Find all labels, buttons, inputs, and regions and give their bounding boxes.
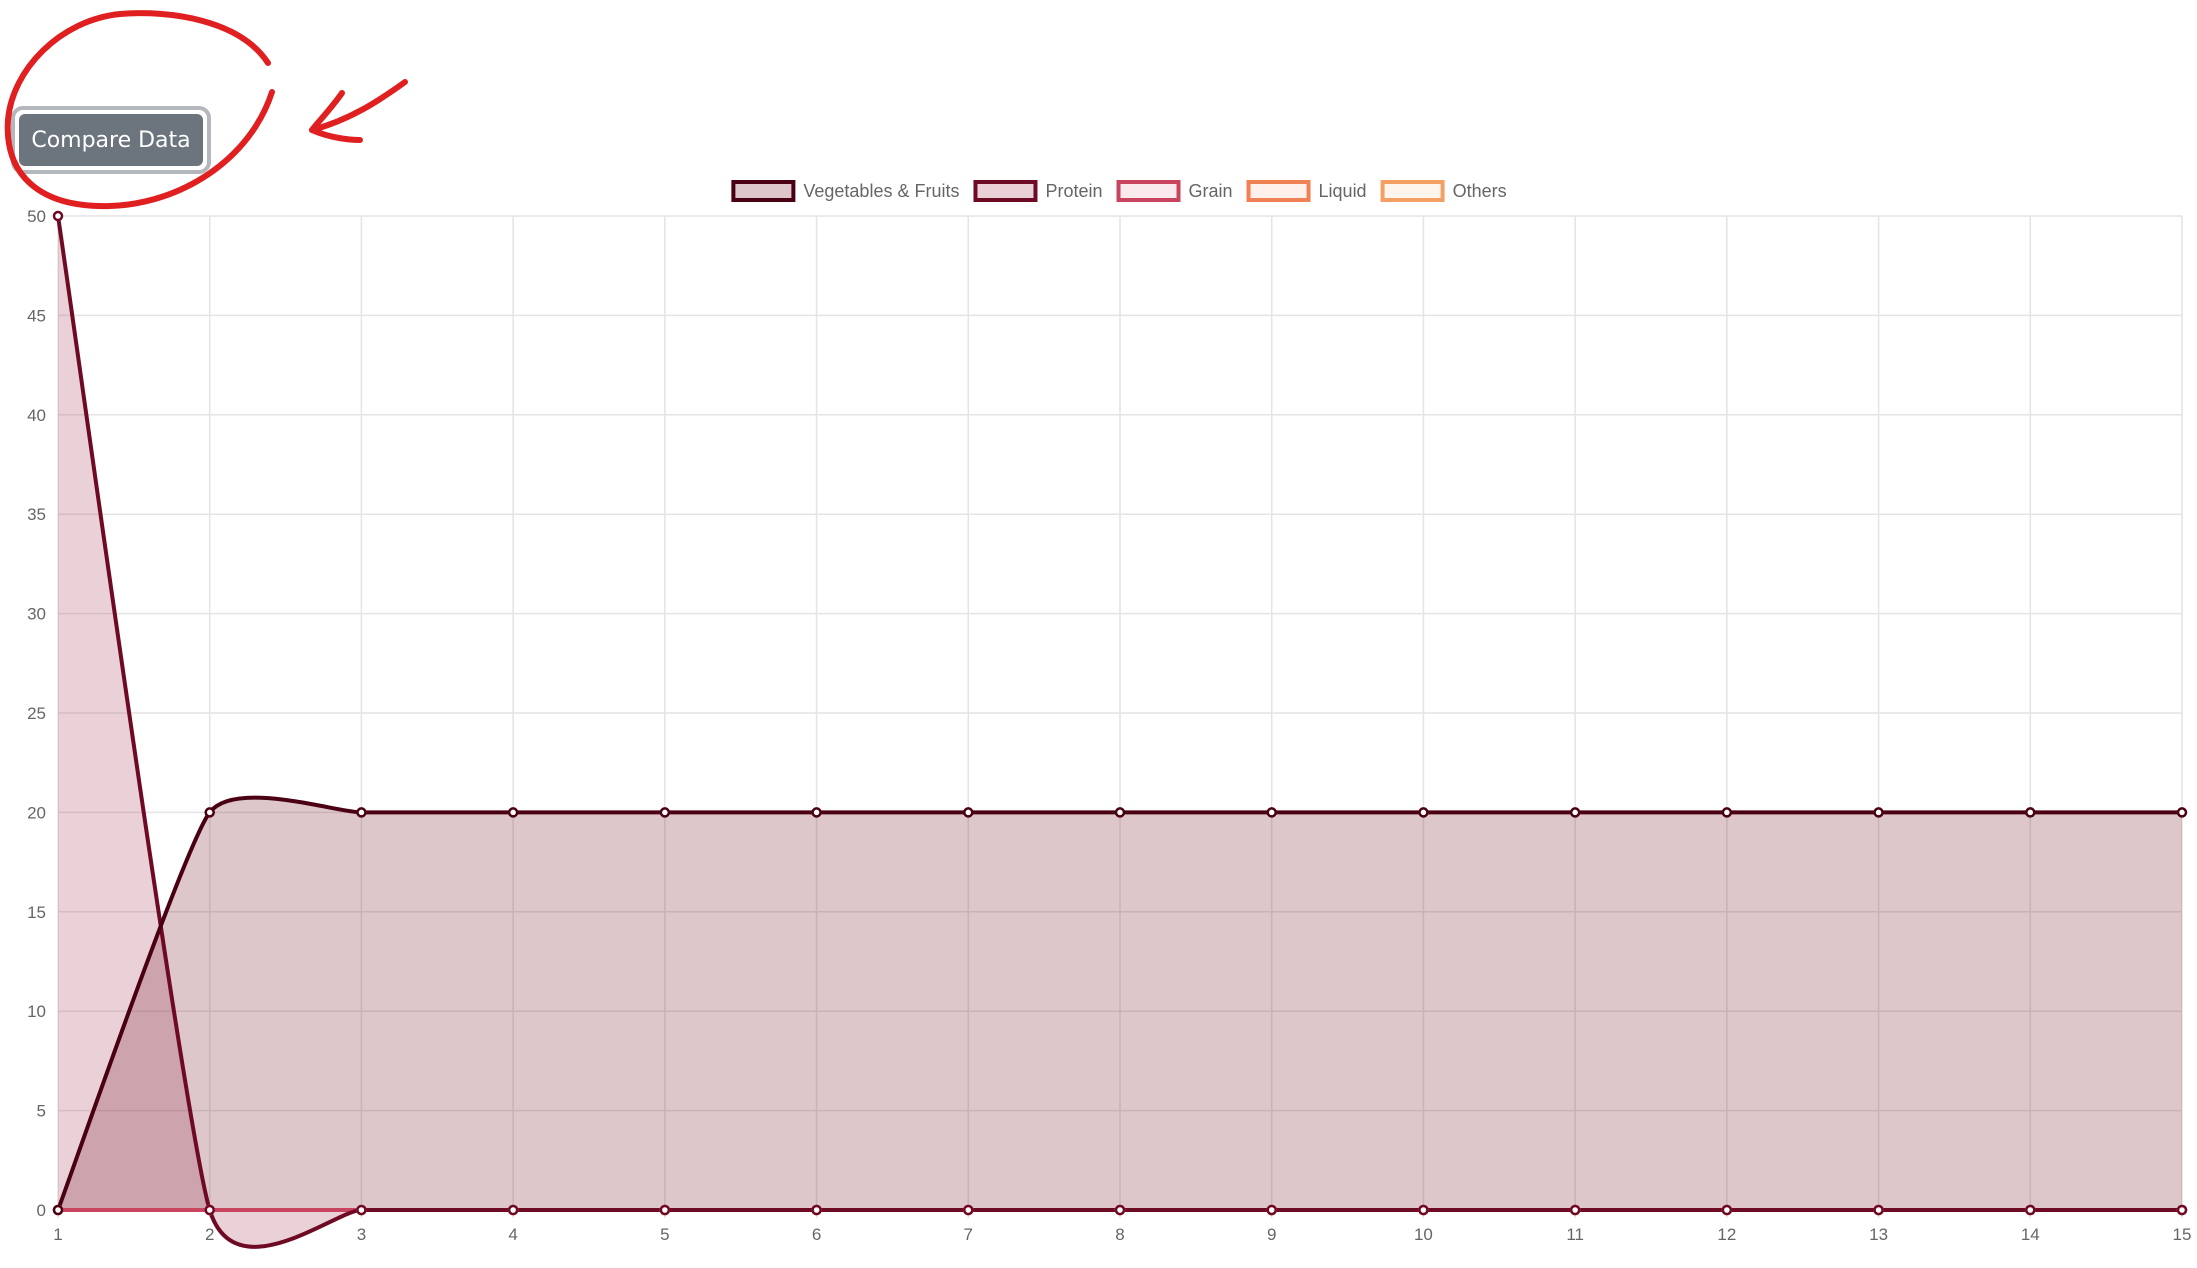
x-tick-label: 15 (2173, 1225, 2192, 1244)
y-tick-label: 5 (37, 1102, 46, 1121)
y-tick-label: 40 (27, 406, 46, 425)
y-tick-label: 0 (37, 1201, 46, 1220)
point-vegetables-fruits (1569, 807, 1581, 818)
x-tick-label: 5 (660, 1225, 669, 1244)
point-protein (1721, 1204, 1733, 1216)
x-tick-label: 14 (2021, 1225, 2040, 1244)
point-vegetables-fruits (356, 807, 367, 818)
point-protein (2025, 1204, 2036, 1216)
chart-legend: Vegetables & Fruits Protein Grain Liquid Oth… (731, 180, 1507, 202)
legend-label-vegetables-fruits: Vegetables & Fruits (803, 181, 959, 201)
legend-swatch-liquid (1246, 180, 1311, 202)
point-protein (811, 1204, 822, 1216)
x-tick-label: 12 (1717, 1225, 1736, 1244)
point-vegetables-fruits (1721, 807, 1733, 818)
chart-areas (58, 216, 2182, 1247)
point-protein (963, 1204, 974, 1216)
point-vegetables-fruits (963, 807, 974, 818)
y-tick-label: 15 (27, 903, 46, 922)
y-tick-label: 45 (27, 306, 46, 325)
legend-swatch-vegetables-fruits (731, 180, 796, 202)
y-tick-label: 25 (27, 704, 46, 723)
point-vegetables-fruits (507, 807, 519, 818)
y-axis-ticks: 0 5 10 15 20 25 30 35 40 45 50 (27, 207, 46, 1220)
point-protein (356, 1204, 367, 1216)
x-tick-label: 9 (1267, 1225, 1276, 1244)
point-protein (1266, 1204, 1277, 1216)
y-tick-label: 30 (27, 605, 46, 624)
point-vegetables-fruits (2025, 807, 2036, 818)
x-tick-label: 11 (1566, 1225, 1584, 1244)
x-tick-label: 1 (53, 1225, 62, 1244)
point-protein (1873, 1204, 1884, 1216)
point-vegetables-fruits (1418, 807, 1429, 818)
point-vegetables-fruits (2176, 807, 2188, 818)
point-protein (204, 1204, 215, 1216)
y-tick-label: 35 (27, 505, 46, 524)
point-protein (1418, 1204, 1429, 1216)
x-tick-label: 4 (508, 1225, 517, 1244)
legend-label-protein: Protein (1045, 181, 1102, 201)
point-protein (507, 1204, 519, 1216)
x-tick-label: 13 (1869, 1225, 1888, 1244)
chart-points (52, 210, 2188, 1216)
point-protein (1114, 1204, 1126, 1216)
x-tick-label: 6 (812, 1225, 821, 1244)
point-protein (1569, 1204, 1581, 1216)
legend-swatch-others (1380, 180, 1445, 202)
y-tick-label: 20 (27, 803, 46, 822)
point-vegetables-fruits (1114, 807, 1126, 818)
point-vegetables-fruits (52, 1204, 64, 1216)
point-vegetables-fruits (204, 807, 215, 818)
legend-swatch-grain (1116, 180, 1181, 202)
legend-label-others: Others (1453, 181, 1507, 201)
legend-swatch-protein (973, 180, 1038, 202)
point-protein (2176, 1204, 2188, 1216)
x-tick-label: 2 (205, 1225, 214, 1244)
x-tick-label: 10 (1414, 1225, 1433, 1244)
y-tick-label: 50 (27, 207, 46, 226)
area-vegetables-fruits (58, 797, 2182, 1210)
line-protein (56, 215, 2183, 1249)
y-tick-label: 10 (27, 1002, 46, 1021)
legend-label-liquid: Liquid (1319, 181, 1367, 201)
point-vegetables-fruits (1873, 807, 1884, 818)
line-vegetables-fruits (56, 795, 2182, 1211)
point-vegetables-fruits (811, 807, 822, 818)
x-tick-label: 7 (964, 1225, 973, 1244)
x-tick-label: 3 (357, 1225, 366, 1244)
x-tick-label: 8 (1115, 1225, 1124, 1244)
point-protein (52, 210, 64, 222)
point-vegetables-fruits (1266, 807, 1277, 818)
point-vegetables-fruits (659, 807, 671, 818)
x-axis-ticks: 1 2 3 4 5 6 7 8 9 10 11 12 13 14 15 (53, 1225, 2191, 1244)
point-protein (659, 1204, 671, 1216)
legend-label-grain: Grain (1189, 181, 1233, 201)
